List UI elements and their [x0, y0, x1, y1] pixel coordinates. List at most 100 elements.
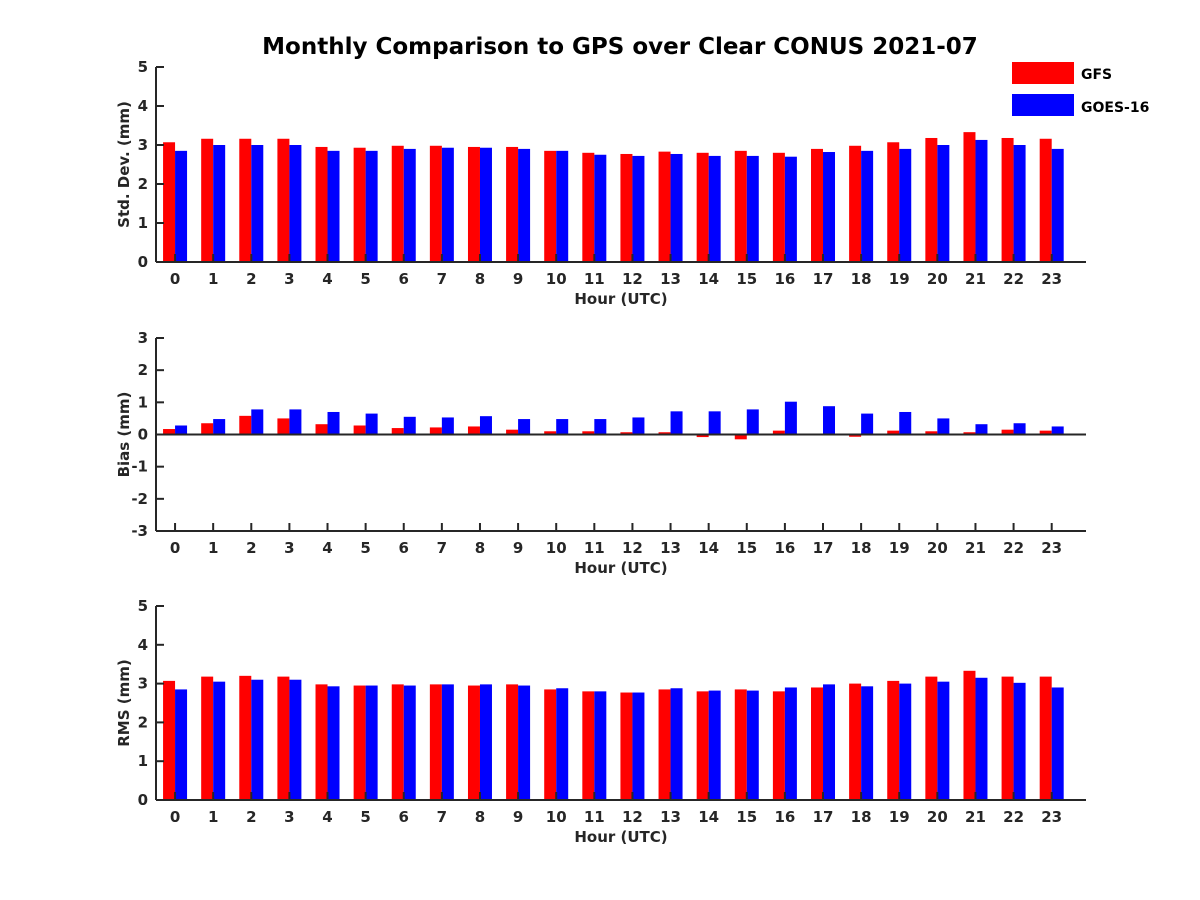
- bar-goes16-hour-11: [594, 154, 607, 262]
- bar-goes16-hour-6: [403, 416, 416, 435]
- bar-gfs-hour-8: [467, 146, 480, 262]
- x-tick-label: 18: [851, 270, 872, 288]
- x-tick-label: 13: [660, 270, 681, 288]
- bar-gfs-hour-13: [658, 432, 671, 435]
- legend-swatch-gfs: [1012, 62, 1074, 84]
- bar-goes16-hour-5: [365, 685, 378, 800]
- bar-goes16-hour-10: [556, 419, 569, 435]
- x-tick-label: 6: [399, 539, 409, 557]
- x-tick-label: 15: [736, 270, 757, 288]
- bar-goes16-hour-20: [937, 681, 950, 800]
- x-axis-label: Hour (UTC): [574, 290, 667, 308]
- bar-goes16-hour-15: [746, 690, 759, 800]
- bar-goes16-hour-19: [899, 148, 912, 262]
- bar-goes16-hour-9: [518, 419, 531, 435]
- bar-gfs-hour-5: [353, 147, 366, 262]
- bar-goes16-hour-14: [708, 411, 721, 435]
- x-tick-label: 19: [889, 539, 910, 557]
- x-tick-label: 9: [513, 808, 523, 826]
- bar-goes16-hour-13: [670, 688, 683, 800]
- x-tick-label: 11: [584, 270, 605, 288]
- x-tick-label: 3: [284, 270, 294, 288]
- bar-goes16-hour-4: [327, 150, 340, 262]
- y-tick-label: 2: [138, 175, 148, 193]
- bar-gfs-hour-2: [239, 415, 252, 435]
- x-tick-label: 5: [360, 539, 370, 557]
- bar-gfs-hour-20: [925, 431, 938, 435]
- bar-goes16-hour-21: [975, 139, 988, 262]
- x-axis-label: Hour (UTC): [574, 559, 667, 577]
- bar-goes16-hour-8: [479, 416, 492, 435]
- y-tick-label: 5: [138, 597, 148, 615]
- x-tick-label: 23: [1041, 539, 1062, 557]
- bar-gfs-hour-7: [429, 427, 442, 435]
- bar-goes16-hour-23: [1051, 687, 1064, 800]
- y-tick-label: -3: [131, 522, 148, 540]
- x-tick-label: 0: [170, 539, 180, 557]
- x-tick-label: 6: [399, 808, 409, 826]
- bar-gfs-hour-3: [277, 676, 290, 800]
- y-tick-label: -1: [131, 458, 148, 476]
- legend-label-goes16: GOES-16: [1081, 100, 1149, 116]
- bar-goes16-hour-20: [937, 418, 950, 435]
- bar-gfs-hour-19: [887, 430, 900, 435]
- bar-gfs-hour-15: [734, 434, 747, 440]
- x-tick-label: 10: [546, 539, 567, 557]
- x-tick-label: 13: [660, 808, 681, 826]
- y-tick-label: -2: [131, 490, 148, 508]
- bar-gfs-hour-20: [925, 676, 938, 800]
- bar-goes16-hour-14: [708, 155, 721, 262]
- bar-goes16-hour-22: [1013, 682, 1026, 800]
- bar-gfs-hour-18: [849, 683, 862, 800]
- legend-swatch-goes16: [1012, 94, 1074, 116]
- bar-gfs-hour-22: [1001, 676, 1014, 800]
- x-tick-label: 7: [437, 539, 447, 557]
- bar-gfs-hour-18: [849, 145, 862, 262]
- bar-gfs-hour-19: [887, 142, 900, 262]
- x-tick-label: 4: [322, 270, 332, 288]
- bar-goes16-hour-10: [556, 688, 569, 800]
- bar-goes16-hour-1: [213, 681, 226, 800]
- bar-gfs-hour-11: [582, 431, 595, 435]
- x-tick-label: 13: [660, 539, 681, 557]
- x-tick-label: 22: [1003, 808, 1024, 826]
- x-tick-label: 14: [698, 539, 719, 557]
- figure-title: Monthly Comparison to GPS over Clear CON…: [262, 34, 978, 60]
- bar-gfs-hour-11: [582, 691, 595, 800]
- bar-goes16-hour-0: [175, 150, 188, 262]
- bar-gfs-hour-21: [963, 132, 976, 262]
- bar-goes16-hour-2: [251, 679, 264, 800]
- bar-goes16-hour-3: [289, 409, 302, 435]
- x-tick-label: 16: [774, 270, 795, 288]
- bar-goes16-hour-18: [861, 686, 874, 800]
- bar-goes16-hour-16: [784, 156, 797, 262]
- x-tick-label: 14: [698, 808, 719, 826]
- x-tick-label: 20: [927, 808, 948, 826]
- bar-goes16-hour-8: [479, 147, 492, 262]
- bar-goes16-hour-16: [784, 687, 797, 800]
- bar-gfs-hour-3: [277, 418, 290, 435]
- bar-gfs-hour-14: [696, 691, 709, 800]
- x-tick-label: 20: [927, 270, 948, 288]
- bar-goes16-hour-20: [937, 145, 950, 262]
- bar-goes16-hour-6: [403, 148, 416, 262]
- y-tick-label: 0: [138, 253, 148, 271]
- bar-goes16-hour-17: [823, 406, 836, 435]
- bar-gfs-hour-5: [353, 425, 366, 435]
- bar-goes16-hour-3: [289, 145, 302, 262]
- x-tick-label: 23: [1041, 808, 1062, 826]
- x-tick-label: 10: [546, 808, 567, 826]
- bar-goes16-hour-0: [175, 689, 188, 800]
- bar-gfs-hour-8: [467, 685, 480, 800]
- x-tick-label: 20: [927, 539, 948, 557]
- bar-gfs-hour-6: [391, 428, 404, 435]
- x-tick-label: 11: [584, 539, 605, 557]
- y-tick-label: 0: [138, 426, 148, 444]
- bar-goes16-hour-17: [823, 152, 836, 262]
- bar-goes16-hour-17: [823, 684, 836, 800]
- bar-goes16-hour-23: [1051, 148, 1064, 262]
